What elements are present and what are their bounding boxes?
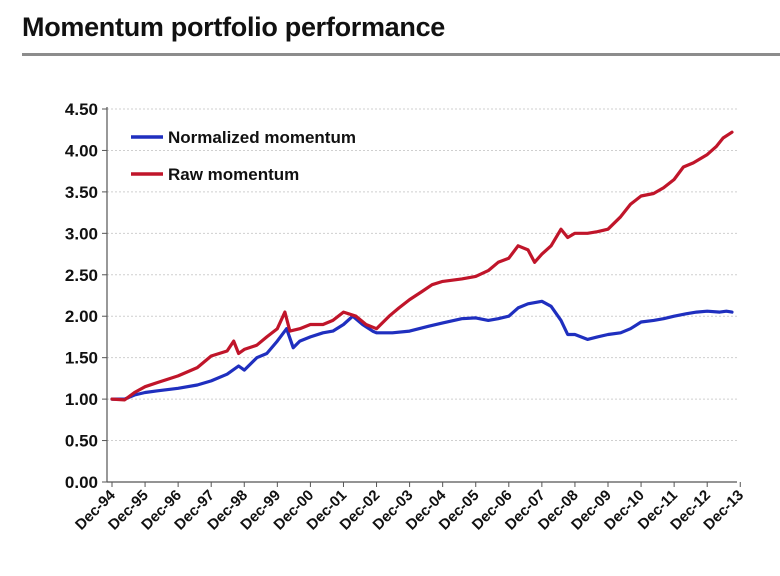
y-tick-label: 1.50 (65, 349, 98, 368)
axes (106, 107, 737, 483)
y-tick-label: 0.50 (65, 432, 98, 451)
series-lines (110, 130, 734, 402)
series-line-raw-momentum (110, 130, 734, 402)
legend-label: Normalized momentum (168, 128, 356, 147)
y-tick-label: 1.00 (65, 390, 98, 409)
y-tick-label: 4.50 (65, 100, 98, 119)
y-tick-label: 2.00 (65, 307, 98, 326)
series-line-normalized-momentum (110, 299, 734, 401)
y-tick-label: 0.00 (65, 473, 98, 492)
y-tick-label: 4.00 (65, 141, 98, 160)
y-tick-label: 3.00 (65, 224, 98, 243)
y-axis-ticks: 0.00 0.50 1.00 1.50 2.00 2.50 3.00 3.50 4.00 4.50 (65, 100, 107, 492)
y-tick-label: 3.50 (65, 183, 98, 202)
legend: Normalized momentum Raw momentum (131, 128, 356, 184)
title-divider (22, 53, 780, 56)
x-axis-ticks: Dec-94Dec-95Dec-96Dec-97Dec-98Dec-99Dec-… (72, 482, 747, 534)
chart-title: Momentum portfolio performance (22, 12, 446, 42)
grid-lines (107, 108, 737, 442)
legend-label: Raw momentum (168, 165, 299, 184)
y-tick-label: 2.50 (65, 266, 98, 285)
